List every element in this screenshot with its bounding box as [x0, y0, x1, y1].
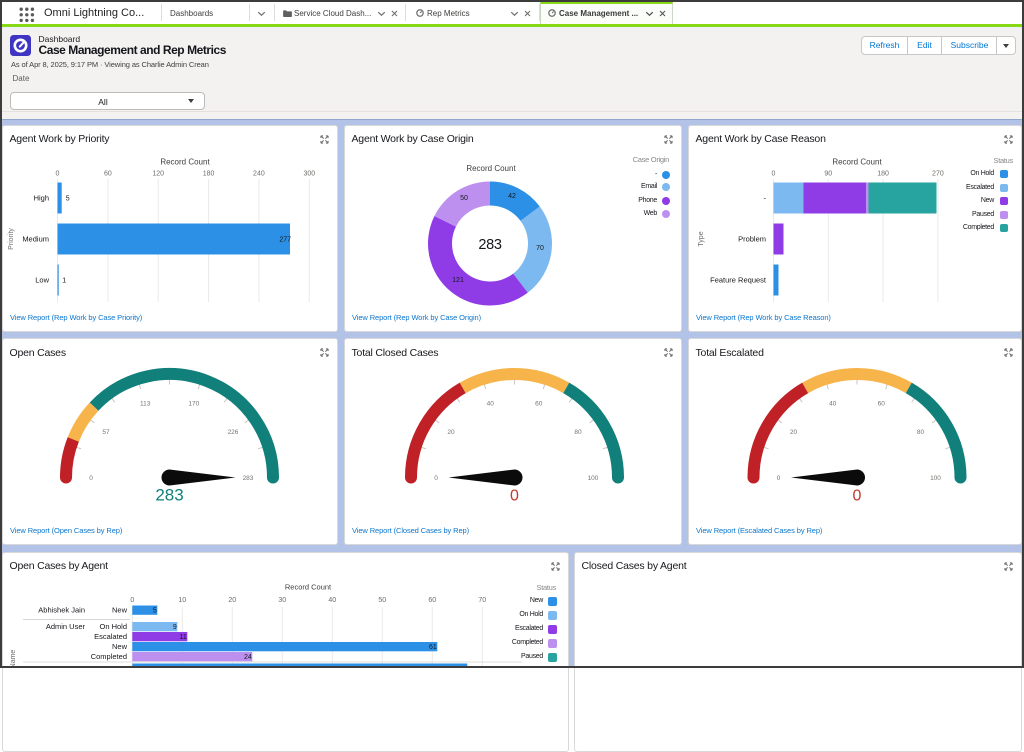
- svg-text:Problem: Problem: [738, 234, 766, 243]
- svg-text:283: 283: [243, 475, 254, 482]
- svg-text:Name: Name: [10, 649, 17, 666]
- svg-text:Abhishek Jain: Abhishek Jain: [38, 605, 85, 614]
- svg-text:0: 0: [853, 488, 862, 505]
- svg-text:283: 283: [155, 486, 183, 505]
- svg-text:42: 42: [508, 193, 516, 200]
- svg-text:70: 70: [478, 597, 486, 604]
- svg-text:0: 0: [130, 597, 134, 604]
- svg-text:Record Count: Record Count: [832, 157, 882, 166]
- svg-text:270: 270: [932, 170, 944, 177]
- svg-text:9: 9: [173, 624, 177, 631]
- svg-text:10: 10: [178, 597, 186, 604]
- svg-text:50: 50: [460, 195, 468, 202]
- svg-text:20: 20: [447, 429, 455, 436]
- svg-text:0: 0: [434, 475, 438, 482]
- svg-text:Priority: Priority: [8, 227, 15, 249]
- svg-text:180: 180: [877, 170, 889, 177]
- svg-text:30: 30: [278, 597, 286, 604]
- svg-text:100: 100: [588, 475, 599, 482]
- svg-text:Medium: Medium: [22, 234, 49, 243]
- svg-text:New: New: [112, 642, 128, 651]
- svg-text:60: 60: [428, 597, 436, 604]
- svg-text:300: 300: [303, 170, 315, 177]
- svg-text:0: 0: [56, 170, 60, 177]
- svg-text:Completed: Completed: [91, 652, 127, 661]
- svg-text:Admin User: Admin User: [46, 622, 86, 631]
- svg-text:0: 0: [777, 475, 781, 482]
- svg-text:60: 60: [535, 400, 543, 407]
- svg-text:Record Count: Record Count: [160, 157, 210, 166]
- svg-text:90: 90: [824, 170, 832, 177]
- svg-text:50: 50: [378, 597, 386, 604]
- svg-text:5: 5: [66, 195, 70, 202]
- svg-text:283: 283: [478, 237, 502, 253]
- svg-text:80: 80: [574, 429, 582, 436]
- svg-text:57: 57: [102, 429, 110, 436]
- svg-text:0: 0: [89, 475, 93, 482]
- svg-text:11: 11: [180, 634, 187, 641]
- svg-text:61: 61: [429, 644, 437, 651]
- svg-text:226: 226: [228, 429, 239, 436]
- svg-text:170: 170: [188, 400, 199, 407]
- svg-text:40: 40: [328, 597, 336, 604]
- svg-text:Feature Request: Feature Request: [710, 275, 767, 284]
- svg-text:0: 0: [510, 488, 519, 505]
- svg-text:High: High: [34, 193, 49, 202]
- svg-text:277: 277: [279, 236, 291, 243]
- svg-text:On Hold: On Hold: [99, 622, 127, 631]
- svg-text:20: 20: [228, 597, 236, 604]
- svg-text:20: 20: [790, 429, 798, 436]
- svg-text:Escalated: Escalated: [94, 632, 127, 641]
- svg-text:Low: Low: [35, 275, 49, 284]
- svg-text:180: 180: [203, 170, 215, 177]
- svg-text:40: 40: [487, 400, 495, 407]
- svg-text:24: 24: [244, 654, 252, 661]
- svg-text:113: 113: [140, 400, 151, 407]
- svg-text:240: 240: [253, 170, 265, 177]
- svg-text:0: 0: [772, 170, 776, 177]
- svg-text:New: New: [112, 605, 128, 614]
- svg-text:Record Count: Record Count: [285, 582, 332, 591]
- svg-text:40: 40: [829, 400, 837, 407]
- svg-text:121: 121: [452, 277, 464, 284]
- svg-text:100: 100: [930, 475, 941, 482]
- svg-text:60: 60: [104, 170, 112, 177]
- svg-text:Type: Type: [698, 231, 705, 246]
- svg-text:1: 1: [62, 277, 66, 284]
- svg-text:5: 5: [153, 607, 157, 614]
- svg-text:80: 80: [917, 429, 925, 436]
- svg-text:60: 60: [878, 400, 886, 407]
- svg-text:-: -: [764, 193, 767, 202]
- svg-text:120: 120: [152, 170, 164, 177]
- svg-text:70: 70: [536, 245, 544, 252]
